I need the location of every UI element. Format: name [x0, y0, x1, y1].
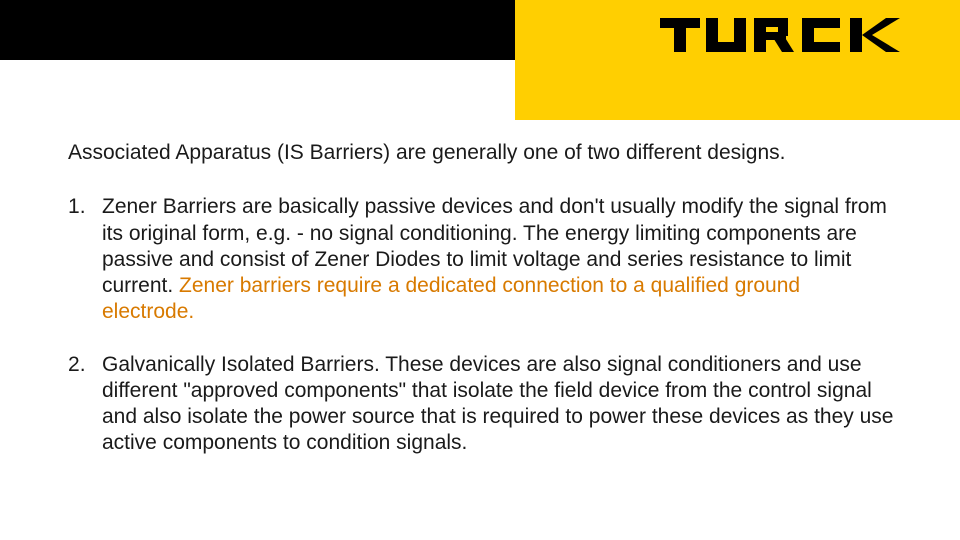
slide-body: Associated Apparatus (IS Barriers) are g… [68, 140, 898, 483]
item-text-pre: Galvanically Isolated Barriers. These de… [102, 353, 893, 455]
design-list: Zener Barriers are basically passive dev… [68, 194, 898, 456]
list-item: Galvanically Isolated Barriers. These de… [68, 352, 898, 457]
list-item: Zener Barriers are basically passive dev… [68, 194, 898, 325]
intro-text: Associated Apparatus (IS Barriers) are g… [68, 140, 898, 166]
item-text-highlight: Zener barriers require a dedicated conne… [102, 274, 800, 323]
slide-header [0, 0, 960, 120]
turck-logo [660, 18, 900, 52]
